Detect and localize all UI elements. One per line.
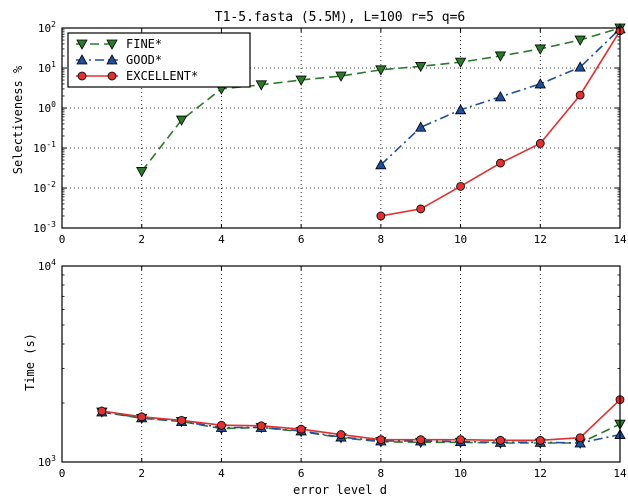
top-fine-point (574, 35, 586, 46)
bottom-excellent-point (496, 435, 505, 445)
bottom-excellent-point (217, 420, 226, 430)
top-x-tick-label: 10 (454, 233, 467, 246)
bottom-x-tick-label: 6 (298, 467, 305, 480)
bottom-excellent-point (456, 435, 465, 445)
top-good-point (375, 158, 387, 170)
top-fine-point (295, 75, 307, 86)
top-x-tick-label: 4 (218, 233, 225, 246)
legend-excellent-marker (107, 71, 117, 81)
top-x-tick-label: 0 (59, 233, 66, 246)
top-excellent-point (416, 204, 426, 214)
bottom-x-tick-label: 0 (59, 467, 66, 480)
top-plot-frame (61, 27, 621, 229)
legend-fine-marker (106, 39, 118, 50)
top-excellent-point (376, 211, 386, 221)
top-chart-title: T1-5.fasta (5.5M), L=100 r=5 q=6 (215, 10, 465, 25)
bottom-x-tick-label: 8 (378, 467, 385, 480)
bottom-excellent-point (376, 435, 386, 445)
bottom-good-line (101, 411, 621, 444)
bottom-x-tick-label: 14 (613, 467, 627, 480)
top-y-tick-label: 100 (38, 100, 56, 115)
legend-good-label: GOOD* (126, 53, 162, 67)
top-y-tick-label: 101 (38, 60, 56, 75)
legend-excellent-label: EXCELLENT* (126, 69, 198, 83)
bottom-y-tick-label: 104 (38, 258, 56, 273)
top-x-tick-label: 6 (298, 233, 305, 246)
bottom-excellent-point (97, 406, 107, 416)
bottom-fine-line (101, 411, 621, 444)
top-y-tick-label: 10-1 (33, 140, 56, 155)
bottom-excellent-point (137, 412, 147, 422)
top-excellent-point (575, 90, 585, 100)
bottom-excellent-point (535, 435, 545, 445)
top-x-tick-label: 14 (613, 233, 627, 246)
top-fine-point (175, 115, 188, 126)
bottom-series-excellent (97, 395, 625, 445)
top-good-point (574, 61, 586, 72)
legend: FINE* GOOD* EXCELLENT* (67, 32, 251, 88)
top-good-point (494, 91, 507, 102)
top-fine-point (415, 61, 427, 73)
bottom-x-axis-label: error level d (293, 483, 387, 497)
top-fine-point (335, 71, 347, 82)
top-chart-selectiveness: 0 2 4 6 8 10 12 14 10-3 10-2 10-1 100 101 102 FINE* GOO… (33, 20, 627, 246)
top-fine-point (255, 80, 267, 91)
top-fine-point (375, 65, 387, 76)
top-fine-point (454, 57, 467, 68)
bottom-chart-time: 0 2 4 6 8 10 12 14 103 104 (38, 258, 627, 480)
bottom-y-tick-label: 103 (38, 454, 56, 469)
legend-good-marker (76, 54, 88, 65)
bottom-series-good (96, 406, 626, 448)
top-x-tick-label: 2 (138, 233, 145, 246)
bottom-excellent-point (256, 421, 266, 431)
top-fine-point (136, 167, 148, 178)
bottom-excellent-point (575, 433, 585, 443)
bottom-excellent-point (416, 435, 426, 445)
bottom-x-tick-label: 4 (218, 467, 225, 480)
bottom-good-point (574, 437, 586, 448)
bottom-excellent-point (177, 416, 186, 425)
top-fine-point (494, 51, 507, 62)
legend-fine-marker (76, 39, 88, 50)
bottom-x-tick-label: 10 (454, 467, 467, 480)
top-excellent-point (496, 158, 505, 168)
bottom-excellent-point (296, 424, 306, 434)
legend-good-marker (106, 54, 118, 65)
top-y-axis-label: Selectiveness % (11, 65, 25, 174)
bottom-plot-frame (61, 265, 621, 463)
bottom-x-tick-label: 2 (138, 467, 145, 480)
top-series-fine (136, 23, 626, 178)
top-x-tick-label: 12 (534, 233, 547, 246)
top-series-good (375, 23, 626, 170)
top-series-excellent (376, 26, 625, 221)
top-y-tick-label: 10-3 (33, 220, 56, 235)
top-good-point (534, 78, 546, 89)
top-excellent-point (456, 181, 465, 191)
top-good-point (415, 121, 427, 132)
top-x-tick-label: 8 (378, 233, 385, 246)
bottom-y-axis-label: Time (s) (23, 333, 37, 391)
bottom-x-tick-label: 12 (534, 467, 547, 480)
top-y-tick-label: 10-2 (33, 180, 56, 195)
legend-fine-label: FINE* (126, 37, 162, 51)
bottom-excellent-point (336, 430, 346, 439)
top-fine-point (534, 44, 546, 55)
top-y-tick-label: 102 (38, 20, 56, 35)
top-excellent-point (535, 139, 545, 148)
top-good-point (454, 104, 467, 115)
legend-excellent-marker (77, 71, 87, 81)
bottom-excellent-line (101, 399, 621, 442)
